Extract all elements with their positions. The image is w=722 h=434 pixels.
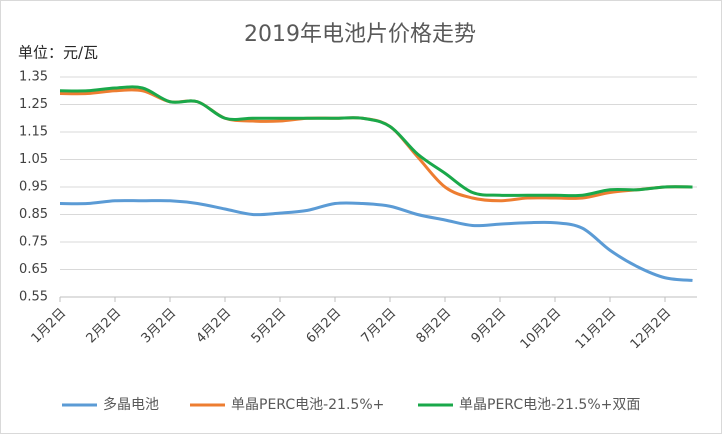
y-tick-label: 0.65	[19, 262, 48, 277]
y-tick-label: 0.55	[19, 290, 48, 305]
y-tick-label: 0.85	[19, 207, 48, 222]
y-tick-label: 1.35	[19, 70, 48, 85]
legend-label: 单晶PERC电池-21.5%+	[231, 397, 384, 413]
legend-label: 单晶PERC电池-21.5%+双面	[459, 397, 640, 413]
series-line	[59, 85, 693, 198]
y-tick-label: 1.15	[19, 125, 48, 140]
y-tick-label: 0.75	[19, 235, 48, 250]
y-tick-label: 0.95	[19, 180, 48, 195]
legend-label: 多晶电池	[103, 396, 159, 413]
unit-label: 单位：元/瓦	[18, 44, 98, 62]
series-line	[59, 199, 693, 282]
y-tick-label: 1.25	[19, 97, 48, 112]
chart-title: 2019年电池片价格走势	[244, 22, 476, 47]
y-tick-label: 1.05	[19, 152, 48, 167]
